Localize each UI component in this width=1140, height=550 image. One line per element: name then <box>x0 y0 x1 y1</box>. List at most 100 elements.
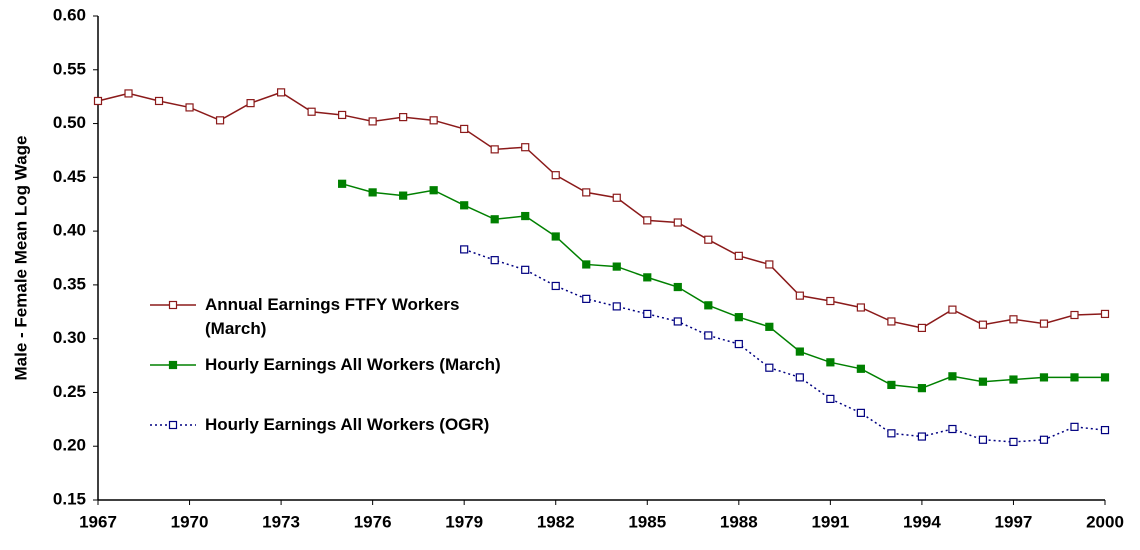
data-point <box>276 88 286 97</box>
y-tick-label: 0.50 <box>53 113 86 132</box>
data-point <box>1070 310 1079 320</box>
series-line <box>97 91 1106 329</box>
data-point <box>612 302 621 311</box>
x-tick-label: 1985 <box>628 512 666 531</box>
data-point <box>978 320 988 329</box>
data-point <box>643 216 652 225</box>
data-point <box>948 305 957 314</box>
x-tick-label: 1994 <box>903 512 941 531</box>
data-point <box>856 364 865 373</box>
data-point <box>460 124 469 134</box>
data-point <box>673 218 682 227</box>
data-point <box>917 323 927 333</box>
data-point <box>1009 437 1018 447</box>
data-point <box>917 384 927 393</box>
y-tick-label: 0.20 <box>53 436 86 455</box>
data-point <box>1100 309 1110 319</box>
data-point <box>795 291 804 300</box>
data-point <box>1100 425 1110 435</box>
data-point <box>765 260 774 269</box>
data-point <box>368 188 377 197</box>
data-point <box>826 394 835 403</box>
data-point <box>338 110 347 120</box>
data-point <box>612 262 621 271</box>
x-tick-label: 2000 <box>1086 512 1124 531</box>
data-point <box>1100 373 1110 382</box>
data-point <box>124 89 133 98</box>
data-point <box>856 408 865 417</box>
data-point <box>673 282 682 292</box>
data-point <box>307 107 316 116</box>
data-point <box>582 294 591 303</box>
y-tick-label: 0.60 <box>53 5 86 24</box>
data-point <box>1070 422 1079 431</box>
y-tick-label: 0.45 <box>53 167 86 186</box>
data-point <box>704 301 713 310</box>
x-tick-label: 1967 <box>79 512 117 531</box>
data-point <box>368 117 377 126</box>
x-tick-label: 1982 <box>537 512 575 531</box>
data-point <box>948 424 957 434</box>
data-point <box>582 260 591 269</box>
data-point <box>917 432 927 441</box>
data-point <box>643 273 652 282</box>
data-point <box>521 211 530 221</box>
data-point <box>490 256 499 265</box>
y-tick-label: 0.55 <box>53 59 86 78</box>
data-point <box>93 96 103 106</box>
data-point <box>704 331 713 340</box>
data-point <box>551 171 560 180</box>
data-point <box>521 265 530 274</box>
data-point <box>399 191 408 200</box>
data-point <box>948 372 957 381</box>
data-point <box>612 193 621 202</box>
data-point <box>246 99 255 108</box>
legend-label: Hourly Earnings All Workers (March) <box>205 355 501 374</box>
x-tick-label: 1979 <box>445 512 483 531</box>
data-point <box>1009 375 1018 384</box>
legend-marker <box>168 360 178 370</box>
data-point <box>338 179 347 188</box>
y-tick-label: 0.40 <box>53 221 86 240</box>
data-point <box>490 215 499 224</box>
data-point <box>673 317 682 326</box>
data-point <box>887 429 896 438</box>
data-point <box>856 303 865 312</box>
data-point <box>460 201 469 210</box>
data-point <box>734 313 743 322</box>
x-tick-label: 1973 <box>262 512 300 531</box>
series-line <box>341 183 1105 389</box>
data-point <box>887 380 896 390</box>
y-tick-label: 0.25 <box>53 382 86 401</box>
x-tick-label: 1988 <box>720 512 758 531</box>
data-point <box>1039 435 1049 444</box>
data-point <box>734 251 743 260</box>
data-point <box>643 309 652 319</box>
data-point <box>765 363 774 372</box>
data-point <box>826 296 835 306</box>
data-point <box>1039 373 1049 382</box>
data-point <box>795 373 804 382</box>
data-point <box>765 322 774 331</box>
legend-marker <box>168 300 178 310</box>
series-line <box>463 248 1106 443</box>
data-point <box>154 96 164 106</box>
data-point <box>1070 373 1079 382</box>
data-point <box>551 281 560 291</box>
data-point <box>551 232 560 241</box>
y-tick-label: 0.30 <box>53 328 86 347</box>
x-tick-label: 1997 <box>995 512 1033 531</box>
data-point <box>215 116 225 125</box>
x-tick-label: 1970 <box>171 512 209 531</box>
data-point <box>1039 319 1049 328</box>
y-tick-label: 0.35 <box>53 274 86 293</box>
data-point <box>734 339 743 349</box>
data-point <box>185 103 194 112</box>
x-tick-label: 1976 <box>354 512 392 531</box>
data-point <box>978 435 988 444</box>
legend-label: Hourly Earnings All Workers (OGR) <box>205 415 490 434</box>
data-point <box>460 245 469 254</box>
data-point <box>399 113 408 122</box>
